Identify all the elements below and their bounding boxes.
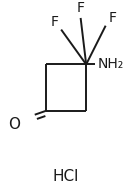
Text: NH₂: NH₂ xyxy=(97,57,124,71)
Text: HCl: HCl xyxy=(52,169,79,184)
Text: O: O xyxy=(8,117,20,132)
Text: F: F xyxy=(109,11,117,25)
Text: F: F xyxy=(77,1,85,15)
Text: F: F xyxy=(50,15,58,29)
